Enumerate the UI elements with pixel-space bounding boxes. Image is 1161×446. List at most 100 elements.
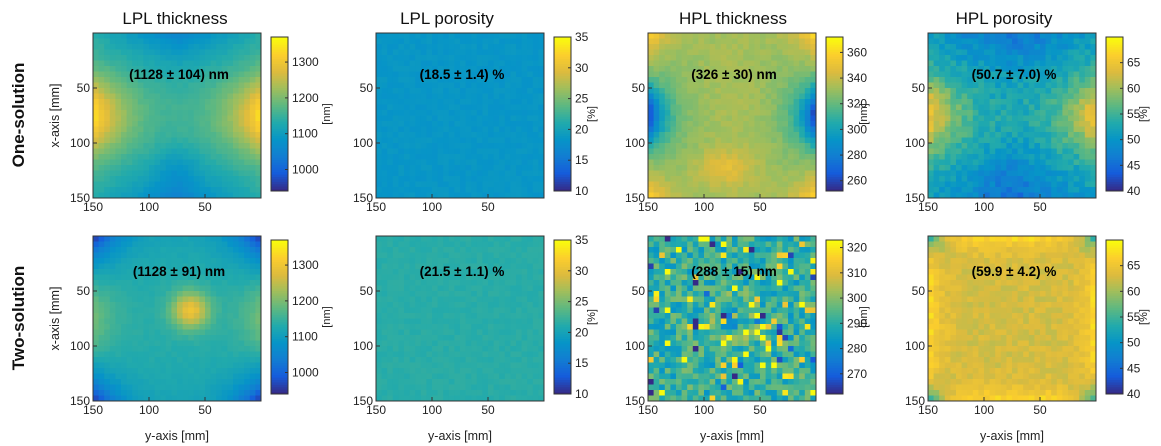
heatmap-cell xyxy=(249,340,256,347)
heatmap-cell xyxy=(104,77,111,83)
colorbar-swatch xyxy=(826,44,843,48)
heatmap-cell xyxy=(939,71,946,78)
heatmap-cell xyxy=(799,121,806,127)
heatmap-cell xyxy=(956,110,962,116)
heatmap-cell xyxy=(227,340,234,347)
colorbar-swatch xyxy=(271,82,288,86)
heatmap-cell xyxy=(193,351,200,358)
heatmap-cell xyxy=(238,187,245,193)
heatmap-cell xyxy=(748,38,755,45)
colorbar-swatch xyxy=(554,56,571,60)
heatmap-cell xyxy=(748,82,755,89)
heatmap-cell xyxy=(928,148,934,155)
heatmap-cell xyxy=(376,44,382,50)
heatmap-cell xyxy=(676,77,682,83)
heatmap-cell xyxy=(516,115,522,122)
heatmap-cell xyxy=(104,329,111,336)
colorbar-swatch xyxy=(1106,53,1123,57)
heatmap-cell xyxy=(227,351,234,358)
heatmap-cell xyxy=(978,159,985,166)
heatmap-cell xyxy=(115,33,122,39)
heatmap-cell xyxy=(698,165,705,171)
heatmap-cell xyxy=(93,49,99,56)
heatmap-cell xyxy=(221,241,228,248)
heatmap-cell xyxy=(670,154,677,160)
heatmap-cell xyxy=(510,143,517,149)
heatmap-cell xyxy=(205,280,211,286)
heatmap-cell xyxy=(104,82,111,89)
colorbar-tick-label: 25 xyxy=(575,92,589,106)
heatmap-cell xyxy=(765,38,772,45)
heatmap-cell xyxy=(989,154,996,160)
heatmap-cell xyxy=(538,132,545,138)
heatmap-cell xyxy=(743,44,750,50)
heatmap-cell xyxy=(715,99,722,105)
heatmap-cell xyxy=(443,165,450,171)
heatmap-cell xyxy=(199,274,206,281)
heatmap-cell xyxy=(227,181,234,188)
heatmap-cell xyxy=(160,390,167,396)
heatmap-cell xyxy=(748,77,755,83)
heatmap-cell xyxy=(143,362,150,369)
heatmap-cell xyxy=(121,176,127,182)
heatmap-cell xyxy=(804,143,811,149)
heatmap-cell xyxy=(98,110,105,116)
heatmap-cell xyxy=(720,60,727,67)
heatmap-cell xyxy=(771,104,778,111)
heatmap-cell xyxy=(810,60,817,67)
heatmap-cell xyxy=(1090,148,1097,155)
heatmap-cell xyxy=(126,274,133,281)
heatmap-cell xyxy=(771,49,778,56)
heatmap-cell xyxy=(972,176,979,182)
heatmap-cell xyxy=(171,93,178,100)
heatmap-cell xyxy=(709,71,716,78)
heatmap-cell xyxy=(376,93,382,100)
heatmap-cell xyxy=(426,99,433,105)
heatmap-cell xyxy=(143,126,150,133)
heatmap-cell xyxy=(199,77,206,83)
heatmap-cell xyxy=(115,148,122,155)
colorbar-tick-label: 10 xyxy=(575,184,589,198)
heatmap-cell xyxy=(1034,154,1041,160)
heatmap-cell xyxy=(1068,38,1074,45)
heatmap-cell xyxy=(227,115,234,122)
heatmap-cell xyxy=(404,132,410,138)
heatmap-cell xyxy=(205,296,211,303)
heatmap-cell xyxy=(93,296,99,303)
heatmap-cell xyxy=(115,280,122,286)
heatmap-cell xyxy=(1023,165,1030,171)
heatmap-cell xyxy=(193,33,200,39)
heatmap-cell xyxy=(538,55,545,61)
colorbar-swatch xyxy=(271,186,288,190)
heatmap-cell xyxy=(499,82,506,89)
heatmap-cell xyxy=(448,55,455,61)
heatmap-cell xyxy=(171,357,178,363)
heatmap-cell xyxy=(782,137,789,144)
heatmap-cell xyxy=(160,236,167,242)
heatmap-cell xyxy=(928,60,934,67)
heatmap-cell xyxy=(420,154,427,160)
heatmap-cell xyxy=(98,351,105,358)
heatmap-cell xyxy=(471,33,478,39)
heatmap-cell xyxy=(115,55,122,61)
heatmap-cell xyxy=(760,55,766,61)
heatmap-cell xyxy=(698,148,705,155)
heatmap-cell xyxy=(199,88,206,94)
heatmap-cell xyxy=(182,263,189,270)
heatmap-cell xyxy=(121,236,127,242)
heatmap-cell xyxy=(944,82,951,89)
heatmap-cell xyxy=(149,82,155,89)
heatmap-cell xyxy=(216,263,223,270)
heatmap-cell xyxy=(704,154,710,160)
heatmap-cell xyxy=(499,88,506,94)
heatmap-cell xyxy=(104,132,111,138)
heatmap-cell xyxy=(238,44,245,50)
heatmap-cell xyxy=(392,104,399,111)
heatmap-cell xyxy=(143,99,150,105)
heatmap-cell xyxy=(771,55,778,61)
heatmap-cell xyxy=(460,115,466,122)
heatmap-cell xyxy=(933,77,940,83)
heatmap-cell xyxy=(199,55,206,61)
heatmap-cell xyxy=(454,236,461,242)
heatmap-cell xyxy=(504,181,511,188)
